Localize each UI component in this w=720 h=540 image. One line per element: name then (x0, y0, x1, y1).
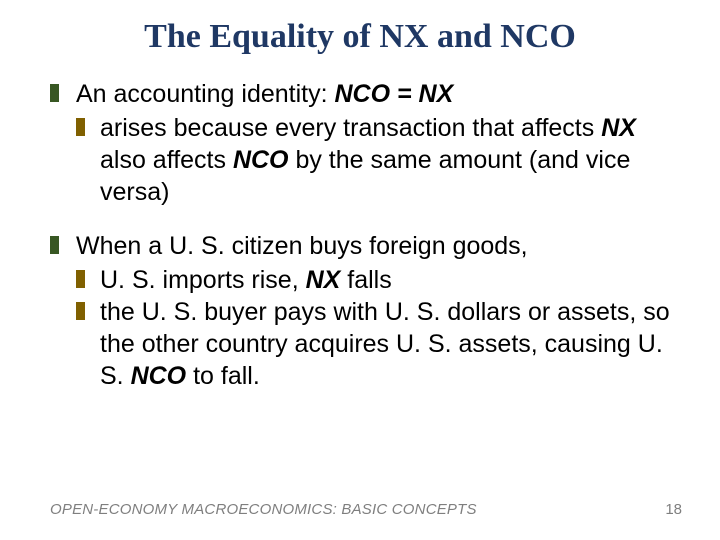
list-item-text: When a U. S. citizen buys foreign goods, (76, 232, 528, 260)
list-item: An accounting identity: NCO = NX arises … (50, 78, 670, 208)
sub-list: U. S. imports rise, NX falls the U. S. b… (76, 264, 670, 392)
slide-title: The Equality of NX and NCO (50, 18, 670, 56)
list-item-text: the U. S. buyer pays with U. S. dollars … (100, 298, 670, 390)
list-item: U. S. imports rise, NX falls (76, 264, 670, 296)
page-number: 18 (665, 501, 682, 518)
sub-list: arises because every transaction that af… (76, 112, 670, 208)
list-item: When a U. S. citizen buys foreign goods,… (50, 230, 670, 392)
slide: The Equality of NX and NCO An accounting… (0, 0, 720, 540)
list-item: the U. S. buyer pays with U. S. dollars … (76, 296, 670, 392)
footer-text: OPEN-ECONOMY MACROECONOMICS: BASIC CONCE… (50, 501, 477, 518)
bullet-list-2: When a U. S. citizen buys foreign goods,… (50, 230, 670, 392)
bullet-list-1: An accounting identity: NCO = NX arises … (50, 78, 670, 208)
list-item-text: arises because every transaction that af… (100, 114, 636, 206)
list-item-text: U. S. imports rise, NX falls (100, 266, 392, 294)
list-item-text: An accounting identity: NCO = NX (76, 80, 453, 108)
list-item: arises because every transaction that af… (76, 112, 670, 208)
